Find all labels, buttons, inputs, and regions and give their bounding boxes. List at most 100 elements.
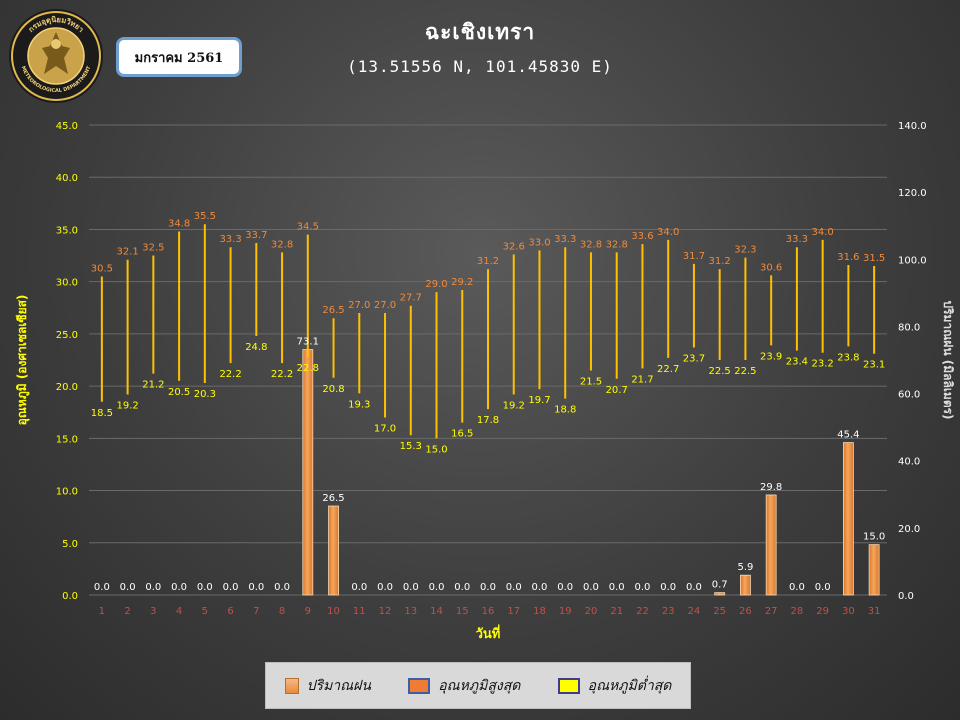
- day-tick-label: 7: [253, 606, 259, 617]
- max-temp-label: 34.8: [168, 219, 190, 230]
- rain-bar: [765, 494, 777, 596]
- rain-bar: [328, 505, 339, 596]
- rain-label: 0.0: [634, 582, 650, 593]
- min-temp-label: 18.8: [554, 405, 576, 416]
- rain-label: 0.0: [454, 582, 470, 593]
- day-tick-label: 11: [353, 606, 366, 617]
- day-tick-label: 19: [559, 606, 572, 617]
- left-tick-label: 0.0: [62, 591, 78, 602]
- rain-label: 26.5: [322, 493, 344, 504]
- max-temp-label: 32.8: [606, 239, 628, 250]
- legend-item-rain: ปริมาณฝน: [284, 675, 371, 697]
- rain-label: 0.0: [557, 582, 573, 593]
- legend-swatch-min: [557, 677, 580, 694]
- rain-label: 0.0: [197, 582, 213, 593]
- min-temp-label: 19.7: [528, 395, 550, 406]
- left-tick-label: 10.0: [56, 487, 78, 498]
- legend-item-max: อุณหภูมิสูงสุด: [408, 675, 520, 697]
- rain-label: 0.0: [532, 582, 548, 593]
- min-temp-label: 17.8: [477, 415, 499, 426]
- month-text: มกราคม 2561: [134, 50, 224, 66]
- min-temp-label: 15.3: [400, 441, 422, 452]
- day-tick-label: 25: [713, 606, 726, 617]
- rain-label: 0.0: [686, 582, 702, 593]
- min-temp-label: 24.8: [245, 342, 267, 353]
- max-temp-label: 30.6: [760, 262, 782, 273]
- max-temp-label: 33.0: [528, 237, 550, 248]
- rain-label: 0.0: [171, 582, 187, 593]
- chart-title: ฉะเชิงเทรา: [424, 20, 536, 44]
- max-temp-label: 27.0: [374, 300, 396, 311]
- rain-label: 0.0: [248, 582, 264, 593]
- day-tick-label: 24: [688, 606, 701, 617]
- max-temp-label: 32.8: [271, 239, 293, 250]
- rain-label: 0.0: [351, 582, 367, 593]
- min-temp-label: 23.2: [812, 359, 834, 370]
- left-axis-title: อุณหภูมิ (องศาเซลเซียส): [15, 295, 30, 426]
- rain-label: 15.0: [863, 532, 885, 543]
- left-tick-label: 35.0: [56, 225, 78, 236]
- max-temp-label: 33.3: [786, 234, 808, 245]
- min-temp-label: 19.2: [503, 400, 525, 411]
- rain-label: 0.0: [223, 582, 239, 593]
- rain-label: 0.0: [609, 582, 625, 593]
- rain-label: 0.0: [660, 582, 676, 593]
- min-temp-label: 22.2: [219, 369, 241, 380]
- rain-label: 0.0: [274, 582, 290, 593]
- right-tick-label: 80.0: [898, 322, 920, 333]
- left-tick-label: 45.0: [56, 121, 78, 132]
- right-tick-label: 120.0: [898, 188, 927, 199]
- max-temp-label: 29.0: [425, 279, 447, 290]
- rain-bar: [868, 544, 880, 596]
- rain-bar: [302, 349, 314, 596]
- day-tick-label: 20: [585, 606, 598, 617]
- min-temp-label: 23.8: [837, 352, 859, 363]
- rain-label: 0.0: [377, 582, 393, 593]
- day-tick-label: 9: [305, 606, 311, 617]
- rain-label: 0.0: [480, 582, 496, 593]
- left-tick-label: 5.0: [62, 539, 78, 550]
- right-tick-label: 140.0: [898, 121, 927, 132]
- rain-bar: [740, 574, 751, 596]
- day-tick-label: 28: [791, 606, 804, 617]
- min-temp-label: 20.7: [606, 385, 628, 396]
- min-temp-label: 23.4: [786, 357, 808, 368]
- min-temp-label: 19.2: [116, 400, 138, 411]
- min-temp-label: 22.8: [297, 363, 319, 374]
- max-temp-label: 35.5: [194, 211, 216, 222]
- max-temp-label: 32.1: [116, 247, 138, 258]
- max-temp-label: 34.0: [657, 227, 679, 238]
- rain-label: 0.0: [815, 582, 831, 593]
- max-temp-label: 31.2: [477, 256, 499, 267]
- day-tick-label: 12: [379, 606, 392, 617]
- legend-item-min: อุณหภูมิต่ำสุด: [557, 675, 671, 697]
- rain-label: 0.0: [429, 582, 445, 593]
- day-tick-label: 14: [430, 606, 443, 617]
- min-temp-label: 16.5: [451, 429, 473, 440]
- day-tick-label: 22: [636, 606, 649, 617]
- min-temp-label: 19.3: [348, 399, 370, 410]
- rain-label: 45.4: [837, 430, 859, 441]
- day-tick-label: 3: [150, 606, 156, 617]
- min-temp-label: 21.2: [142, 380, 164, 391]
- rain-label: 0.0: [94, 582, 110, 593]
- day-tick-label: 6: [227, 606, 233, 617]
- month-label: มกราคม 2561: [116, 37, 242, 77]
- max-temp-label: 32.6: [503, 242, 525, 253]
- day-tick-label: 21: [610, 606, 623, 617]
- legend-swatch-rain: [284, 677, 299, 694]
- day-tick-label: 1: [99, 606, 105, 617]
- min-temp-label: 22.5: [734, 366, 756, 377]
- legend-swatch-max: [408, 677, 431, 694]
- min-temp-label: 21.5: [580, 376, 602, 387]
- max-temp-label: 27.0: [348, 300, 370, 311]
- day-tick-label: 23: [662, 606, 675, 617]
- min-temp-label: 18.5: [91, 408, 113, 419]
- min-temp-label: 17.0: [374, 423, 396, 434]
- chart-subtitle: (13.51556 N, 101.45830 E): [347, 57, 613, 76]
- right-tick-label: 20.0: [898, 524, 920, 535]
- max-temp-label: 26.5: [322, 305, 344, 316]
- rain-label: 73.1: [297, 337, 319, 348]
- day-tick-label: 5: [202, 606, 208, 617]
